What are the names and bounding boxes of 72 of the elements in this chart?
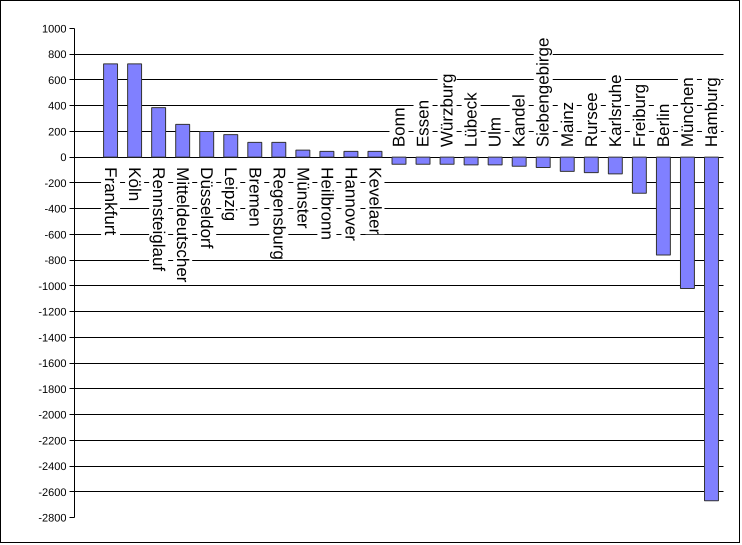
x-tick-label: Heilbronn [317, 167, 336, 240]
x-tick-label: Leipzig [221, 167, 240, 222]
bar [608, 156, 623, 174]
y-tick-label: 800 [48, 49, 67, 62]
y-tick-label: -200 [44, 178, 67, 190]
bar [367, 150, 382, 158]
x-tick-label: Köln [125, 167, 144, 202]
y-tick-label: -800 [44, 255, 67, 268]
bar [536, 156, 551, 168]
x-tick-label: Essen [414, 100, 433, 148]
bar [223, 134, 238, 158]
bar [127, 63, 142, 158]
bar [295, 150, 310, 158]
y-tick-label: -1000 [38, 280, 67, 293]
x-tick-label: Mitteldeutscher [173, 167, 192, 283]
y-tick-label: -600 [44, 229, 67, 242]
bar [416, 156, 431, 165]
bar [103, 63, 118, 158]
y-tick-label: -2200 [38, 435, 67, 448]
x-tick-label: Düsseldorf [197, 167, 216, 249]
x-tick-label: Würzburg [438, 73, 457, 148]
x-tick-label: Hamburg [702, 77, 721, 148]
bar [175, 124, 190, 158]
x-tick-label: Freiburg [630, 84, 649, 148]
y-tick-label: 0 [60, 152, 67, 164]
y-tick-label: -1600 [38, 358, 67, 370]
x-tick-label: Frankfurt [101, 167, 120, 236]
x-tick-label: Rursee [582, 92, 601, 148]
bar [199, 130, 214, 158]
y-tick-label: -400 [44, 204, 67, 216]
bar [584, 156, 599, 174]
x-tick-label: Lübeck [462, 92, 481, 148]
y-tick-label: -2000 [38, 410, 67, 422]
y-tick-label: 1000 [42, 24, 67, 36]
x-tick-label: Regensburg [269, 167, 288, 260]
bar [560, 156, 575, 172]
x-tick-label: Münster [293, 167, 312, 229]
bar [488, 156, 503, 166]
bar [247, 142, 262, 158]
y-tick-label: -2600 [38, 486, 67, 499]
x-tick-label: Mainz [558, 102, 577, 148]
y-tick-label: -1800 [38, 384, 67, 396]
y-tick-label: 200 [48, 126, 67, 138]
x-tick-label: Berlin [654, 104, 673, 148]
bar [656, 156, 671, 256]
x-tick-label: München [678, 77, 697, 148]
bar [632, 156, 647, 194]
y-tick-label: -1400 [38, 332, 67, 344]
bar [680, 156, 695, 289]
bar [151, 107, 166, 158]
bar [512, 156, 527, 167]
bar [271, 142, 286, 158]
y-tick-label: -1200 [38, 306, 67, 319]
x-tick-label: Kevelaer [365, 167, 384, 235]
x-tick-label: Ulm [486, 116, 505, 148]
bar [440, 156, 455, 165]
bar [704, 156, 719, 502]
x-tick-label: Kandel [510, 94, 529, 148]
x-tick-label: Rennsteiglauf [149, 167, 168, 272]
x-tick-label: Siebengebirge [534, 38, 553, 148]
y-tick-label: 600 [48, 74, 67, 87]
x-tick-label: Bremen [245, 167, 264, 227]
x-tick-label: Hannover [341, 167, 360, 242]
y-tick-label: 400 [48, 100, 67, 113]
bar [343, 150, 358, 158]
bar [319, 150, 334, 158]
x-tick-label: Bonn [390, 107, 408, 148]
bar [392, 156, 406, 165]
y-tick-label: -2400 [38, 461, 67, 474]
x-tick-label: Karlsruhe [606, 74, 625, 148]
bar [464, 156, 479, 166]
y-tick-label: -2800 [38, 512, 67, 524]
